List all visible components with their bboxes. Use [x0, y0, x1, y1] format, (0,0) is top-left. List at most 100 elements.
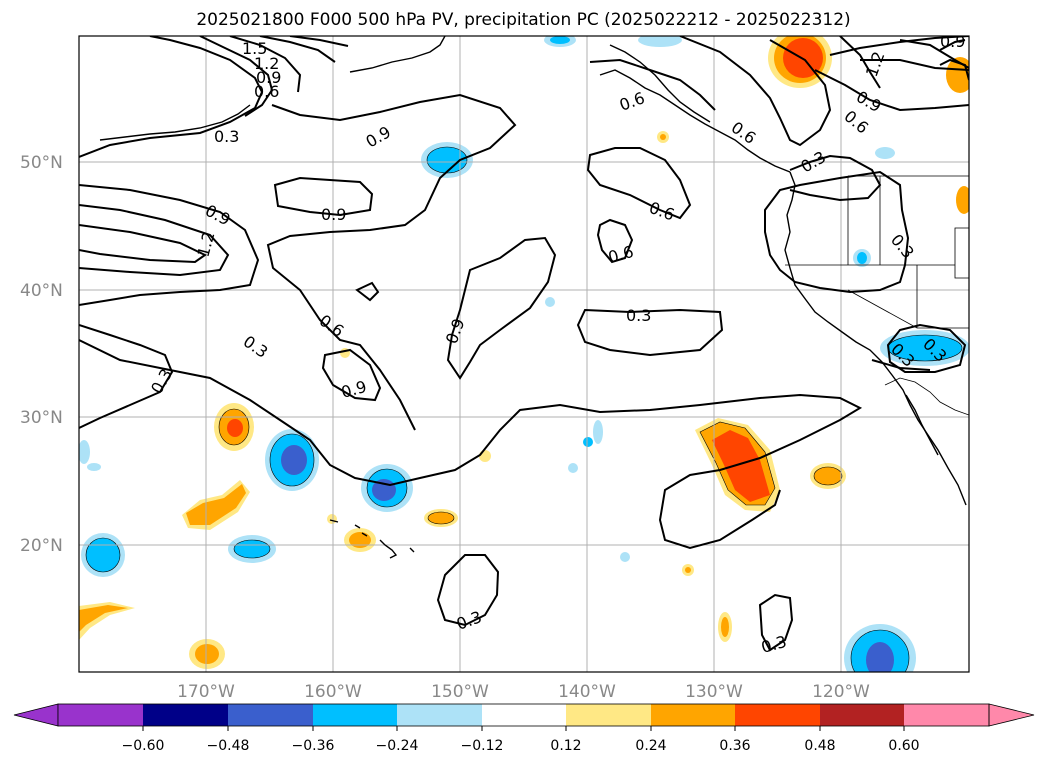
colorbar-tick-label: 0.36: [719, 738, 750, 754]
precip-blob: [583, 437, 593, 447]
precip-blob: [620, 552, 630, 562]
contour-label: 0.6: [617, 88, 647, 115]
contour-label: 0.3: [887, 230, 918, 262]
colorbar-arrow-high: [988, 703, 1035, 727]
lat-label-50n: 50°N: [20, 153, 63, 173]
colorbar-tick-label: 0.24: [635, 738, 666, 754]
contour-label: 0.9: [940, 32, 965, 51]
precip-blob: [857, 252, 867, 264]
contour-label: 0.6: [254, 82, 279, 101]
lon-label-120w: 120°W: [812, 682, 870, 702]
precip-blob: [545, 297, 555, 307]
map-frame: [78, 35, 970, 673]
precip-blob: [593, 420, 603, 444]
coastlines: [99, 36, 967, 559]
colorbar-arrow-low: [13, 703, 59, 727]
colorbar-tick-label: −0.60: [122, 738, 165, 754]
contour-label: 1.2: [862, 49, 889, 79]
contour-label: 0.3: [798, 147, 830, 176]
precip-blob: [327, 514, 337, 524]
colorbar-tick-label: −0.12: [461, 738, 504, 754]
precip-blob: [281, 445, 307, 475]
latitude-labels: 50°N 40°N 30°N 20°N: [20, 153, 63, 556]
lon-label-150w: 150°W: [431, 682, 489, 702]
precip-blob: [568, 463, 578, 473]
contour-label: 1.5: [242, 39, 267, 58]
lon-label-130w: 130°W: [685, 682, 743, 702]
precip-blob: [685, 567, 691, 573]
precip-blob: [550, 36, 570, 44]
lon-label-160w: 160°W: [304, 682, 362, 702]
precip-blob: [195, 644, 219, 664]
colorbar-segment: [566, 704, 651, 726]
colorbar-segment: [482, 704, 566, 726]
colorbar-tick-label: 0.60: [888, 738, 919, 754]
colorbar-segment: [313, 704, 397, 726]
contour-label: 0.6: [647, 198, 677, 225]
precip-blob: [814, 467, 842, 485]
lon-label-170w: 170°W: [177, 682, 235, 702]
contour-label: 0.6: [728, 118, 760, 148]
colorbar-outline: [57, 703, 990, 727]
contour-label: 0.9: [442, 316, 469, 346]
colorbar-tick-label: −0.36: [292, 738, 335, 754]
colorbar-tick-label: −0.24: [376, 738, 419, 754]
colorbar-tick-label: 0.12: [550, 738, 581, 754]
precip-blob: [428, 512, 454, 524]
pv-contours: [79, 36, 969, 652]
precip-blob: [186, 484, 246, 525]
contour-label: 0.6: [316, 311, 348, 341]
precip-blob: [660, 134, 666, 140]
map-title: 2025021800 F000 500 hPa PV, precipitatio…: [196, 10, 851, 30]
state-borders: [785, 175, 969, 416]
contour-label: 0.3: [626, 306, 651, 325]
lon-label-140w: 140°W: [558, 682, 616, 702]
colorbar-segment: [735, 704, 820, 726]
precip-blob: [427, 147, 467, 173]
colorbar-segment: [58, 704, 143, 726]
lat-label-30n: 30°N: [20, 408, 63, 428]
colorbar-segment: [820, 704, 904, 726]
precip-blob: [946, 57, 969, 93]
lat-label-20n: 20°N: [20, 536, 63, 556]
colorbar-tick-label: −0.48: [207, 738, 250, 754]
contour-label: 0.3: [240, 332, 272, 362]
precip-blob: [479, 450, 491, 462]
contour-label: 1.2: [194, 230, 219, 260]
colorbar-segment: [143, 704, 228, 726]
contour-label: 0.9: [202, 201, 233, 230]
contour-label: 1.2: [254, 54, 279, 73]
contour-label: 0.9: [321, 205, 346, 224]
colorbar-segment: [397, 704, 482, 726]
contour-label: 0.9: [256, 68, 281, 87]
contour-label: 0.6: [606, 242, 636, 267]
precip-blob: [712, 430, 770, 502]
map-area: 1.5 1.2 0.9 0.6 0.3 0.9 0.9 0.9 1.2 0.9 …: [79, 32, 969, 672]
precip-blob: [638, 36, 682, 47]
precip-blob: [86, 538, 120, 572]
colorbar-tick-label: 0.48: [804, 738, 835, 754]
precip-blob: [875, 147, 895, 159]
contour-label: 0.3: [214, 127, 239, 146]
precip-blob: [721, 617, 729, 637]
contour-label: 0.3: [759, 632, 789, 657]
precip-blob: [349, 532, 371, 548]
colorbar-segment: [228, 704, 313, 726]
contour-label: 0.3: [454, 607, 484, 634]
precip-blob: [888, 335, 962, 361]
contour-label: 0.9: [363, 122, 395, 151]
precip-blob: [227, 419, 243, 437]
precip-blob: [79, 605, 128, 632]
colorbar: −0.60 −0.48 −0.36 −0.24 −0.12 0.12 0.24 …: [13, 703, 1035, 754]
precip-blob: [87, 463, 101, 471]
longitude-labels: 170°W 160°W 150°W 140°W 130°W 120°W: [177, 682, 870, 702]
precip-blob: [956, 186, 969, 214]
gridlines: [79, 36, 969, 672]
contour-labels: 1.5 1.2 0.9 0.6 0.3 0.9 0.9 0.9 1.2 0.9 …: [147, 32, 965, 657]
colorbar-segment: [651, 704, 735, 726]
colorbar-segment: [904, 704, 989, 726]
precip-blob: [79, 440, 90, 464]
lat-label-40n: 40°N: [20, 281, 63, 301]
precip-blob: [866, 642, 894, 672]
